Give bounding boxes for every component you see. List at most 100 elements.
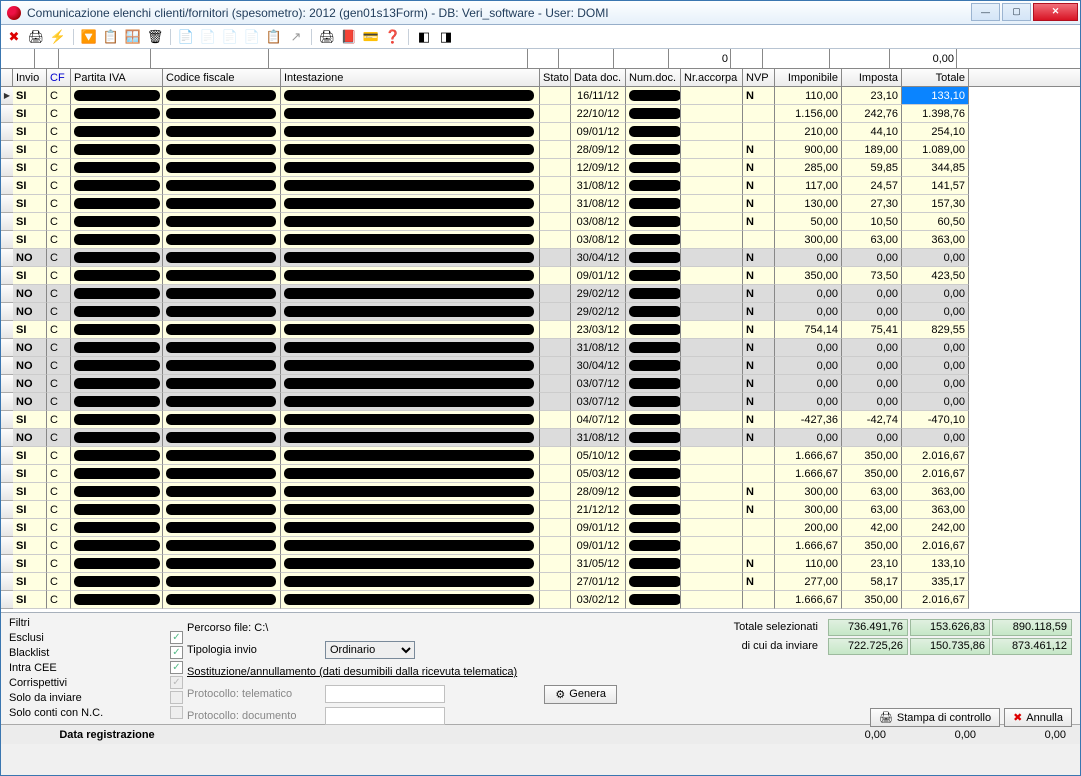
- row-handle[interactable]: [1, 321, 13, 339]
- row-handle[interactable]: [1, 519, 13, 537]
- table-row[interactable]: SIC23/03/12N754,1475,41829,55: [1, 321, 1080, 339]
- table-row[interactable]: SIC27/01/12N277,0058,17335,17: [1, 573, 1080, 591]
- prot-doc-input[interactable]: [325, 707, 445, 725]
- filter-totale[interactable]: 0,00: [890, 49, 957, 68]
- row-handle[interactable]: [1, 285, 13, 303]
- col-tot[interactable]: Totale: [902, 69, 969, 86]
- row-handle[interactable]: [1, 591, 13, 609]
- table-row[interactable]: SIC21/12/12N300,0063,00363,00: [1, 501, 1080, 519]
- row-handle[interactable]: [1, 249, 13, 267]
- col-accorpa[interactable]: Nr.accorpa: [681, 69, 743, 86]
- row-handle[interactable]: [1, 555, 13, 573]
- row-handle[interactable]: [1, 231, 13, 249]
- table-row[interactable]: SIC03/02/121.666,67350,002.016,67: [1, 591, 1080, 609]
- table-row[interactable]: SIC31/08/12N130,0027,30157,30: [1, 195, 1080, 213]
- doc1-icon[interactable]: 📄: [199, 28, 217, 46]
- col-invio[interactable]: Invio: [13, 69, 47, 86]
- row-handle[interactable]: [1, 465, 13, 483]
- col-numdoc[interactable]: Num.doc.: [626, 69, 681, 86]
- row-handle[interactable]: [1, 501, 13, 519]
- row-handle[interactable]: [1, 159, 13, 177]
- row-handle[interactable]: [1, 537, 13, 555]
- grid-body[interactable]: ▶SIC16/11/12N110,0023,10133,10SIC22/10/1…: [1, 87, 1080, 612]
- table-row[interactable]: SIC31/05/12N110,0023,10133,10: [1, 555, 1080, 573]
- ext-icon[interactable]: ↗: [287, 28, 305, 46]
- close-button[interactable]: ✕: [1033, 3, 1078, 21]
- copy-icon[interactable]: 📄: [177, 28, 195, 46]
- printer2-icon[interactable]: 🖨: [318, 28, 336, 46]
- col-intest[interactable]: Intestazione: [281, 69, 540, 86]
- table-row[interactable]: NOC31/08/12N0,000,000,00: [1, 429, 1080, 447]
- table-row[interactable]: SIC09/01/12N350,0073,50423,50: [1, 267, 1080, 285]
- table-row[interactable]: ▶SIC16/11/12N110,0023,10133,10: [1, 87, 1080, 105]
- doc2-icon[interactable]: 📄: [221, 28, 239, 46]
- row-handle[interactable]: [1, 483, 13, 501]
- filter-nraccorpa[interactable]: 0: [669, 49, 731, 68]
- table-row[interactable]: NOC03/07/12N0,000,000,00: [1, 375, 1080, 393]
- table-row[interactable]: SIC03/08/12N50,0010,5060,50: [1, 213, 1080, 231]
- stampa-button[interactable]: 🖨 Stampa di controllo: [870, 708, 1000, 727]
- table-row[interactable]: SIC28/09/12N900,00189,001.089,00: [1, 141, 1080, 159]
- table-row[interactable]: NOC30/04/12N0,000,000,00: [1, 249, 1080, 267]
- filter-checkbox[interactable]: [170, 706, 183, 719]
- row-handle[interactable]: [1, 393, 13, 411]
- row-handle[interactable]: [1, 267, 13, 285]
- row-handle[interactable]: [1, 357, 13, 375]
- col-datadoc[interactable]: Data doc.: [571, 69, 626, 86]
- col-stato[interactable]: Stato: [540, 69, 571, 86]
- paste-icon[interactable]: 📋: [265, 28, 283, 46]
- annulla-button[interactable]: ✖ Annulla: [1004, 708, 1072, 727]
- filter-checkbox[interactable]: ✓: [170, 646, 183, 659]
- table-row[interactable]: SIC04/07/12N-427,36-42,74-470,10: [1, 411, 1080, 429]
- table-row[interactable]: SIC09/01/121.666,67350,002.016,67: [1, 537, 1080, 555]
- row-handle[interactable]: ▶: [1, 87, 13, 105]
- row-handle[interactable]: [1, 213, 13, 231]
- row-handle[interactable]: [1, 303, 13, 321]
- row-handle[interactable]: [1, 105, 13, 123]
- table-row[interactable]: NOC30/04/12N0,000,000,00: [1, 357, 1080, 375]
- filter-checkbox[interactable]: [170, 691, 183, 704]
- col-piva[interactable]: Partita IVA: [71, 69, 163, 86]
- grid-icon[interactable]: 📋: [102, 28, 120, 46]
- lightning-icon[interactable]: ⚡: [49, 28, 67, 46]
- row-handle[interactable]: [1, 429, 13, 447]
- col-nvp[interactable]: NVP: [743, 69, 775, 86]
- row-handle[interactable]: [1, 339, 13, 357]
- table-row[interactable]: NOC29/02/12N0,000,000,00: [1, 303, 1080, 321]
- table-row[interactable]: SIC28/09/12N300,0063,00363,00: [1, 483, 1080, 501]
- col-codfisc[interactable]: Codice fiscale: [163, 69, 281, 86]
- row-handle[interactable]: [1, 141, 13, 159]
- table-row[interactable]: SIC05/10/121.666,67350,002.016,67: [1, 447, 1080, 465]
- list-right-icon[interactable]: ◨: [437, 28, 455, 46]
- genera-button[interactable]: ⚙ Genera: [544, 685, 617, 704]
- prot-tel-input[interactable]: [325, 685, 445, 703]
- doc3-icon[interactable]: 📄: [243, 28, 261, 46]
- table-row[interactable]: SIC22/10/121.156,00242,761.398,76: [1, 105, 1080, 123]
- row-handle[interactable]: [1, 375, 13, 393]
- print-icon[interactable]: 🖨: [27, 28, 45, 46]
- table-row[interactable]: SIC03/08/12300,0063,00363,00: [1, 231, 1080, 249]
- filter-checkbox[interactable]: ✓: [170, 661, 183, 674]
- table-row[interactable]: SIC12/09/12N285,0059,85344,85: [1, 159, 1080, 177]
- table-row[interactable]: SIC09/01/12200,0042,00242,00: [1, 519, 1080, 537]
- filter-checkbox[interactable]: ✓: [170, 676, 183, 689]
- row-handle[interactable]: [1, 195, 13, 213]
- row-handle[interactable]: [1, 411, 13, 429]
- card-icon[interactable]: 💳: [362, 28, 380, 46]
- minimize-button[interactable]: —: [971, 3, 1000, 21]
- window-icon[interactable]: 🪟: [124, 28, 142, 46]
- table-row[interactable]: NOC31/08/12N0,000,000,00: [1, 339, 1080, 357]
- col-tax[interactable]: Imposta: [842, 69, 902, 86]
- row-handle[interactable]: [1, 123, 13, 141]
- table-row[interactable]: SIC09/01/12210,0044,10254,10: [1, 123, 1080, 141]
- row-handle[interactable]: [1, 573, 13, 591]
- filter-checkbox[interactable]: ✓: [170, 631, 183, 644]
- sostituzione-link[interactable]: Sostituzione/annullamento (dati desumibi…: [187, 666, 517, 678]
- table-row[interactable]: SIC31/08/12N117,0024,57141,57: [1, 177, 1080, 195]
- list-left-icon[interactable]: ◧: [415, 28, 433, 46]
- filter-icon[interactable]: 🔽: [80, 28, 98, 46]
- row-handle[interactable]: [1, 447, 13, 465]
- row-handle[interactable]: [1, 177, 13, 195]
- tipologia-select[interactable]: Ordinario: [325, 641, 415, 659]
- delete-icon[interactable]: ✖: [5, 28, 23, 46]
